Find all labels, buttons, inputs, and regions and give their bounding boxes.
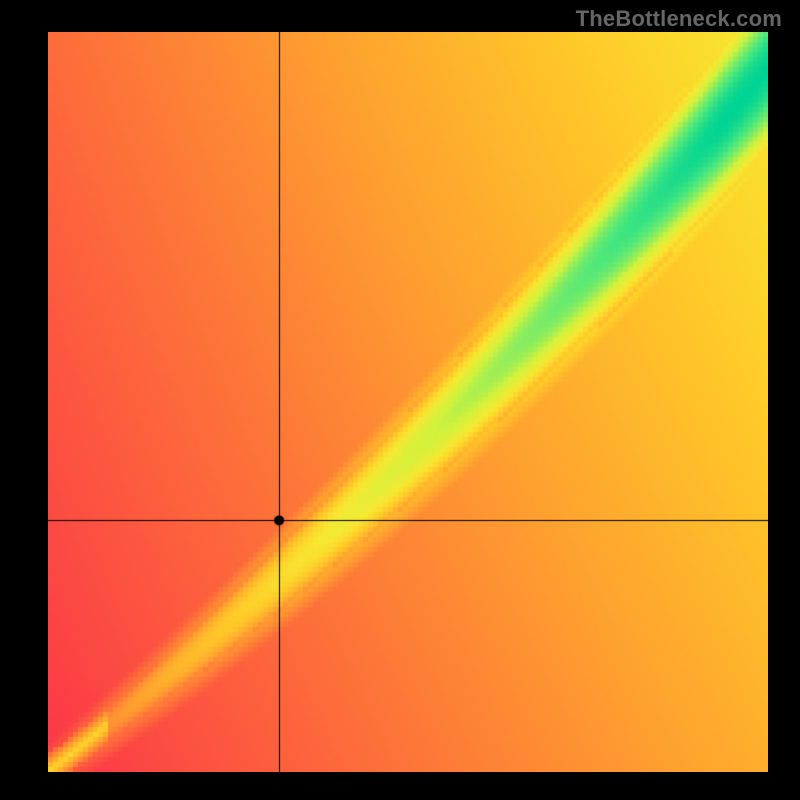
heatmap-plot [48, 32, 768, 772]
watermark-text: TheBottleneck.com [576, 6, 782, 32]
